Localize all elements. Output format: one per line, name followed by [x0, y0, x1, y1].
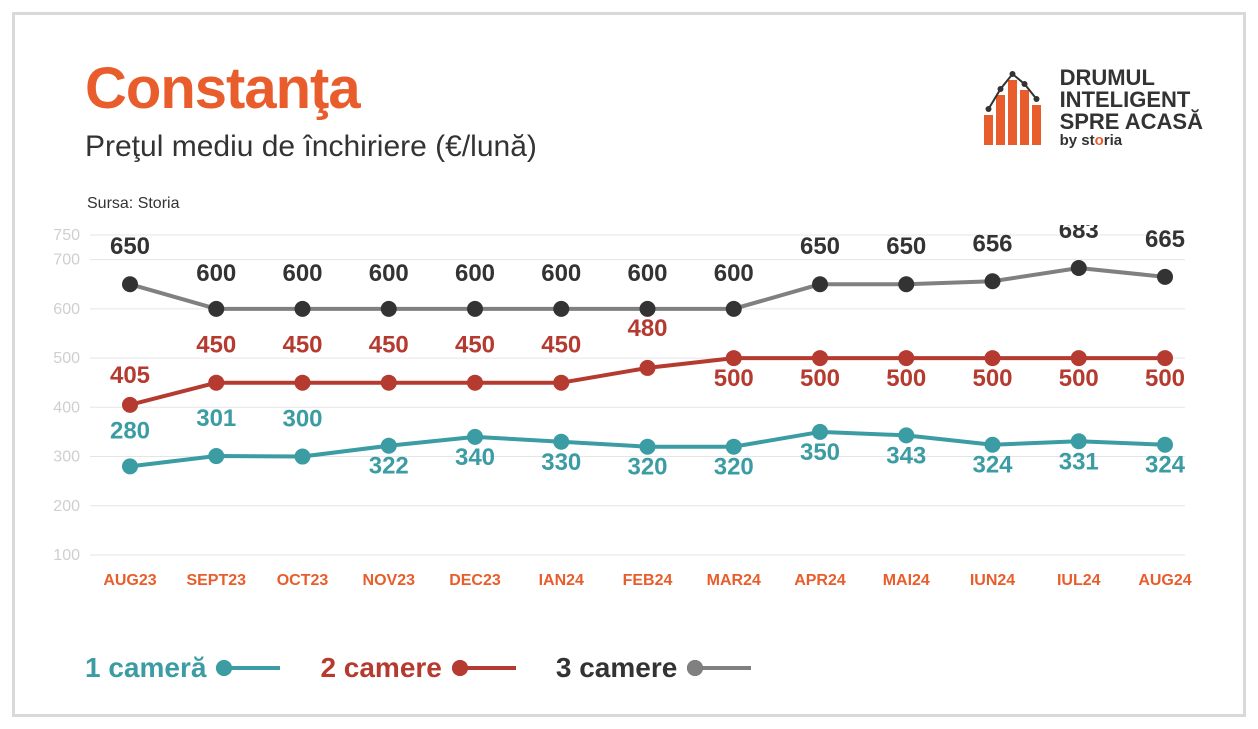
svg-text:450: 450: [541, 332, 581, 359]
logo-brand-accent: o: [1095, 132, 1104, 149]
svg-text:600: 600: [455, 260, 495, 287]
svg-text:331: 331: [1059, 448, 1099, 475]
svg-text:200: 200: [53, 498, 80, 515]
svg-text:500: 500: [1145, 365, 1185, 392]
logo-line-3: SPRE ACASĂ: [1060, 111, 1203, 133]
svg-text:750: 750: [53, 227, 80, 244]
svg-text:450: 450: [455, 332, 495, 359]
svg-text:MAR24: MAR24: [707, 572, 761, 589]
city-title: Constanţa: [85, 55, 360, 122]
svg-text:450: 450: [196, 332, 236, 359]
svg-text:OCT23: OCT23: [277, 572, 329, 589]
svg-text:650: 650: [886, 233, 926, 260]
svg-text:405: 405: [110, 362, 150, 389]
svg-text:650: 650: [800, 233, 840, 260]
svg-text:500: 500: [800, 365, 840, 392]
logo-brand-prefix: st: [1081, 132, 1094, 149]
svg-text:324: 324: [972, 452, 1013, 479]
svg-text:SEPT23: SEPT23: [186, 572, 246, 589]
brand-logo: DRUMUL INTELIGENT SPRE ACASĂ by storia: [980, 60, 1203, 155]
svg-text:600: 600: [369, 260, 409, 287]
chart-card: Constanţa Preţul mediu de închiriere (€/…: [12, 12, 1246, 717]
svg-text:500: 500: [1059, 365, 1099, 392]
svg-text:500: 500: [886, 365, 926, 392]
legend-swatch-icon: [218, 652, 280, 684]
svg-text:AUG24: AUG24: [1138, 572, 1191, 589]
svg-text:343: 343: [886, 442, 926, 469]
logo-brand-suffix: ria: [1104, 132, 1122, 149]
legend-label: 3 camere: [556, 652, 677, 684]
svg-text:IAN24: IAN24: [539, 572, 584, 589]
svg-text:600: 600: [53, 301, 80, 318]
svg-text:600: 600: [714, 260, 754, 287]
svg-text:300: 300: [282, 406, 322, 433]
svg-text:IUL24: IUL24: [1057, 572, 1101, 589]
legend-label: 1 cameră: [85, 652, 206, 684]
logo-brand: storia: [1081, 132, 1122, 149]
svg-text:700: 700: [53, 252, 80, 269]
svg-text:APR24: APR24: [794, 572, 846, 589]
legend-item: 2 camere: [320, 652, 515, 684]
svg-text:NOV23: NOV23: [363, 572, 416, 589]
logo-text: DRUMUL INTELIGENT SPRE ACASĂ by storia: [1060, 67, 1203, 148]
svg-text:500: 500: [53, 350, 80, 367]
logo-byline: by storia: [1060, 133, 1203, 148]
svg-text:683: 683: [1059, 225, 1099, 244]
svg-text:665: 665: [1145, 226, 1185, 253]
logo-line-1: DRUMUL: [1060, 67, 1203, 89]
legend-swatch-icon: [454, 652, 516, 684]
svg-text:650: 650: [110, 233, 150, 260]
svg-text:350: 350: [800, 439, 840, 466]
svg-text:IUN24: IUN24: [970, 572, 1015, 589]
svg-text:500: 500: [714, 365, 754, 392]
svg-text:450: 450: [369, 332, 409, 359]
svg-text:330: 330: [541, 449, 581, 476]
svg-text:400: 400: [53, 399, 80, 416]
svg-text:280: 280: [110, 417, 150, 444]
svg-text:300: 300: [53, 449, 80, 466]
logo-line-2: INTELIGENT: [1060, 89, 1203, 111]
chart-subtitle: Preţul mediu de închiriere (€/lună): [85, 130, 537, 164]
svg-text:301: 301: [196, 405, 236, 432]
svg-text:324: 324: [1145, 452, 1186, 479]
svg-text:DEC23: DEC23: [449, 572, 501, 589]
svg-text:600: 600: [627, 260, 667, 287]
logo-by-word: by: [1060, 132, 1082, 149]
svg-text:480: 480: [627, 315, 667, 342]
svg-text:322: 322: [369, 453, 409, 480]
svg-text:320: 320: [714, 454, 754, 481]
svg-text:600: 600: [282, 260, 322, 287]
legend-item: 3 camere: [556, 652, 751, 684]
svg-text:600: 600: [541, 260, 581, 287]
svg-text:600: 600: [196, 260, 236, 287]
svg-text:340: 340: [455, 444, 495, 471]
source-label: Sursa: Storia: [87, 195, 179, 213]
svg-text:450: 450: [282, 332, 322, 359]
logo-bars-icon: [980, 60, 1050, 155]
line-chart: 100 200 300 400 500 600 700 750 AUG23 SEPT23 OCT23…: [35, 225, 1205, 595]
svg-text:AUG23: AUG23: [103, 572, 156, 589]
legend-item: 1 cameră: [85, 652, 280, 684]
legend: 1 cameră 2 camere 3 camere: [85, 652, 751, 684]
svg-text:FEB24: FEB24: [623, 572, 673, 589]
svg-text:100: 100: [53, 547, 80, 564]
svg-text:656: 656: [972, 230, 1012, 257]
legend-label: 2 camere: [320, 652, 441, 684]
svg-text:500: 500: [972, 365, 1012, 392]
svg-text:MAI24: MAI24: [883, 572, 930, 589]
legend-swatch-icon: [689, 652, 751, 684]
page: Constanţa Preţul mediu de închiriere (€/…: [0, 0, 1258, 729]
svg-text:320: 320: [627, 454, 667, 481]
